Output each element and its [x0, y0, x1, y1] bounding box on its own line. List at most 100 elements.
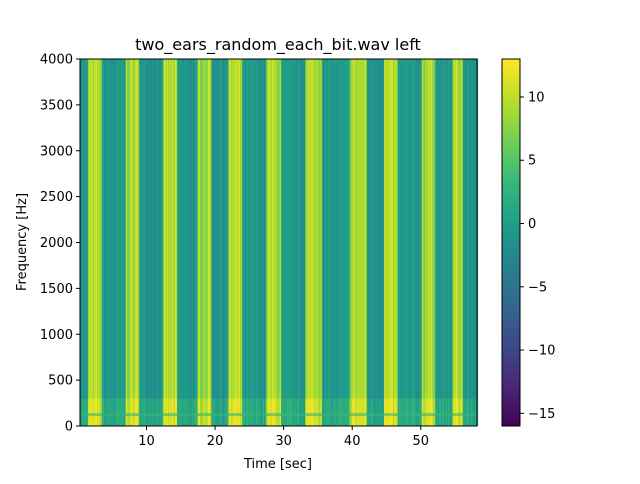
spectrogram-band-column: [321, 59, 323, 426]
low-frequency-energy: [93, 398, 96, 426]
low-frequency-energy: [253, 398, 256, 426]
spectrogram-background-column: [122, 59, 124, 426]
low-frequency-energy: [417, 398, 419, 426]
low-frequency-energy: [396, 398, 399, 426]
spectrogram-band-column: [238, 59, 241, 426]
spectrogram-band-column: [96, 59, 98, 426]
low-frequency-energy: [249, 398, 251, 426]
low-frequency-energy: [289, 398, 291, 426]
spectrogram-band-column: [358, 59, 361, 426]
spectrogram-band-column: [239, 59, 242, 426]
spectrogram-band-column: [125, 59, 128, 426]
low-frequency-energy: [123, 398, 125, 426]
spectrogram-background-column: [377, 59, 379, 426]
spectrogram-background-column: [189, 59, 192, 426]
spectrogram-background-column: [84, 59, 87, 426]
low-frequency-energy: [254, 398, 257, 426]
low-frequency-energy: [309, 398, 312, 426]
low-frequency-energy: [375, 398, 378, 426]
low-frequency-energy: [421, 398, 424, 426]
spectrogram-band-column: [388, 59, 391, 426]
spectrogram-background-column: [106, 59, 108, 426]
low-frequency-energy: [473, 398, 475, 426]
spectrogram-band-column: [357, 59, 360, 426]
spectrogram-band-column: [170, 59, 172, 426]
low-frequency-energy: [233, 398, 235, 426]
spectrogram-band-column: [362, 59, 364, 426]
spectrogram-plot-area: [80, 59, 479, 426]
low-frequency-energy: [209, 398, 211, 426]
spectrogram-band-column: [274, 59, 276, 426]
spectrogram-background-column: [243, 59, 245, 426]
spectrogram-band-column: [460, 59, 463, 426]
spectrogram-band-column: [317, 59, 320, 426]
low-frequency-energy: [434, 398, 436, 426]
spectrogram-band-column: [394, 59, 396, 426]
low-frequency-energy: [404, 398, 407, 426]
low-frequency-energy: [386, 398, 388, 426]
spectrogram-band-column: [391, 59, 394, 426]
spectrogram-band-column: [236, 59, 239, 426]
spectrogram-background-column: [116, 59, 119, 426]
spectrogram-background-column: [444, 59, 447, 426]
spectrogram-background-column: [144, 59, 146, 426]
low-frequency-energy: [294, 398, 297, 426]
low-frequency-energy: [398, 398, 401, 426]
spectrogram-background-column: [114, 59, 116, 426]
spectrogram-background-column: [193, 59, 195, 426]
low-frequency-energy: [430, 398, 433, 426]
spectrogram-background-column: [419, 59, 421, 426]
low-frequency-energy: [316, 398, 319, 426]
spectrogram-background-column: [326, 59, 329, 426]
colorbar-tick-label: 0: [528, 217, 536, 232]
spectrogram-band-column: [353, 59, 355, 426]
low-frequency-energy: [88, 398, 90, 426]
low-frequency-energy: [105, 398, 107, 426]
low-frequency-energy: [321, 398, 323, 426]
low-frequency-energy: [104, 398, 106, 426]
low-frequency-energy: [115, 398, 117, 426]
low-frequency-energy: [388, 398, 391, 426]
low-frequency-energy: [106, 398, 108, 426]
low-frequency-energy: [306, 398, 308, 426]
low-frequency-energy: [263, 398, 266, 426]
low-frequency-energy: [338, 398, 340, 426]
spectrogram-background-column: [109, 59, 112, 426]
spectrogram-band-column: [395, 59, 397, 426]
spectrogram-background-column: [219, 59, 221, 426]
low-frequency-energy: [365, 398, 368, 426]
colorbar-tick-label: 10: [528, 90, 545, 105]
spectrogram-band-column: [164, 59, 167, 426]
low-frequency-energy: [258, 398, 260, 426]
low-frequency-energy: [83, 398, 85, 426]
low-frequency-energy: [399, 398, 402, 426]
low-frequency-energy: [373, 398, 376, 426]
low-frequency-energy: [118, 398, 121, 426]
spectrogram-background-column: [263, 59, 266, 426]
spectrogram-band-column: [203, 59, 205, 426]
spectrogram-band-column: [355, 59, 357, 426]
low-frequency-energy: [153, 398, 155, 426]
spectrogram-band-column: [428, 59, 431, 426]
low-frequency-energy: [84, 398, 87, 426]
spectrogram-background-column: [382, 59, 385, 426]
low-frequency-energy: [257, 398, 259, 426]
spectrogram-band-column: [206, 59, 209, 426]
spectrogram-background-column: [379, 59, 381, 426]
spectrogram-background-column: [330, 59, 332, 426]
low-frequency-energy: [324, 398, 327, 426]
low-frequency-energy: [467, 398, 469, 426]
low-frequency-energy: [244, 398, 247, 426]
spectrogram-background-column: [110, 59, 113, 426]
spectrogram-background-column: [195, 59, 197, 426]
spectrogram-background-column: [465, 59, 467, 426]
low-frequency-energy: [422, 398, 425, 426]
spectrogram-band-column: [363, 59, 365, 426]
low-frequency-energy: [124, 398, 127, 426]
y-tick-label: 1500: [40, 282, 73, 297]
low-frequency-energy: [350, 398, 353, 426]
x-tick-label: 30: [275, 434, 292, 449]
low-frequency-energy: [255, 398, 258, 426]
spectrogram-background-column: [474, 59, 476, 426]
low-frequency-energy: [357, 398, 360, 426]
